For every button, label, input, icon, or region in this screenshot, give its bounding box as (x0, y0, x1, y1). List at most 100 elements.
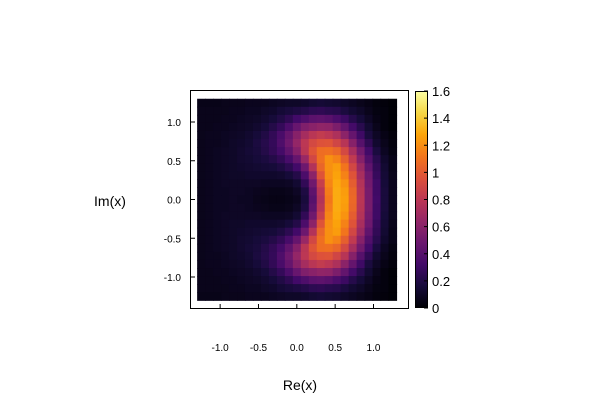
heatmap-cell (229, 130, 238, 140)
heatmap-cell (340, 139, 350, 148)
heatmap-cell (276, 284, 286, 293)
heatmap-cell (276, 114, 286, 124)
heatmap-cell (221, 98, 230, 108)
heatmap-cell (268, 155, 278, 164)
heatmap-cell (229, 284, 238, 293)
heatmap-cell (260, 114, 270, 124)
heatmap-cell (276, 268, 286, 277)
heatmap-cell (308, 251, 318, 261)
heatmap-cell (197, 139, 206, 148)
heatmap-cell (348, 179, 358, 189)
heatmap-cell (332, 268, 342, 277)
heatmap-cell (244, 227, 254, 237)
heatmap-cell (356, 268, 366, 277)
heatmap-cell (229, 147, 238, 156)
heatmap-cell (213, 227, 222, 237)
heatmap-cell (292, 171, 302, 180)
heatmap-cell (252, 243, 262, 253)
heatmap-cell (380, 187, 390, 197)
heatmap-cell (252, 251, 262, 261)
heatmap-cell (260, 235, 270, 245)
heatmap-cell (260, 219, 270, 229)
heatmap-cell (221, 243, 230, 253)
heatmap-cell (213, 195, 222, 205)
heatmap-cell (237, 114, 246, 124)
heatmap-cell (292, 114, 302, 124)
heatmap-cell (205, 219, 214, 229)
heatmap-cell (372, 203, 382, 213)
heatmap-cell (284, 122, 294, 132)
heatmap-cell (388, 139, 398, 148)
heatmap-cell (348, 243, 358, 253)
heatmap-cell (244, 147, 254, 156)
heatmap-cell (372, 259, 382, 269)
heatmap-cell (356, 98, 366, 108)
heatmap-cell (308, 203, 318, 213)
heatmap-cell (308, 114, 318, 124)
heatmap-cell (276, 163, 286, 172)
heatmap-cell (364, 114, 374, 124)
heatmap-cell (388, 171, 398, 180)
heatmap-cell (237, 106, 246, 116)
heatmap-cell (284, 243, 294, 253)
heatmap-cell (197, 235, 206, 245)
heatmap-cell (244, 171, 254, 180)
heatmap-cell (237, 276, 246, 285)
heatmap-cell (197, 195, 206, 205)
heatmap-cell (237, 171, 246, 180)
heatmap-cell (316, 203, 326, 213)
heatmap-cell (340, 243, 350, 253)
heatmap-cell (348, 284, 358, 293)
heatmap-cell (284, 155, 294, 164)
heatmap-cell (380, 130, 390, 140)
heatmap-cell (308, 243, 318, 253)
heatmap-cell (348, 195, 358, 205)
heatmap-cell (356, 259, 366, 269)
heatmap-cell (276, 219, 286, 229)
heatmap-cell (252, 284, 262, 293)
heatmap-cell (221, 163, 230, 172)
heatmap-cell (372, 268, 382, 277)
heatmap-cell (300, 292, 310, 301)
heatmap-cell (205, 163, 214, 172)
heatmap-cell (316, 171, 326, 180)
heatmap-cell (364, 195, 374, 205)
heatmap-cell (244, 98, 254, 108)
heatmap-cell (252, 155, 262, 164)
heatmap-cell (356, 147, 366, 156)
heatmap-cell (252, 276, 262, 285)
heatmap-cell (260, 203, 270, 213)
heatmap-cell (237, 268, 246, 277)
heatmap-cell (308, 292, 318, 301)
heatmap-cell (372, 292, 382, 301)
heatmap-cell (229, 268, 238, 277)
heatmap-cell (316, 163, 326, 172)
heatmap-cell (284, 268, 294, 277)
heatmap-cell (316, 195, 326, 205)
heatmap-cell (244, 114, 254, 124)
heatmap-cell (372, 187, 382, 197)
heatmap-cell (324, 292, 334, 301)
heatmap-cell (380, 147, 390, 156)
heatmap-cell (340, 203, 350, 213)
heatmap-cell (197, 268, 206, 277)
y-tick-label: -1.0 (164, 273, 182, 284)
heatmap-cell (340, 163, 350, 172)
heatmap-cell (237, 187, 246, 197)
heatmap-cell (252, 179, 262, 189)
heatmap-cell (244, 163, 254, 172)
heatmap-cell (388, 179, 398, 189)
heatmap-cell (197, 243, 206, 253)
heatmap-cell (332, 235, 342, 245)
heatmap-cell (388, 251, 398, 261)
heatmap-cell (372, 98, 382, 108)
heatmap-cell (205, 187, 214, 197)
heatmap-cell (364, 251, 374, 261)
heatmap-cell (340, 259, 350, 269)
heatmap-cell (197, 147, 206, 156)
heatmap-cell (324, 139, 334, 148)
heatmap-cell (292, 98, 302, 108)
heatmap-cell (316, 251, 326, 261)
heatmap-cell (260, 171, 270, 180)
heatmap-cell (292, 130, 302, 140)
